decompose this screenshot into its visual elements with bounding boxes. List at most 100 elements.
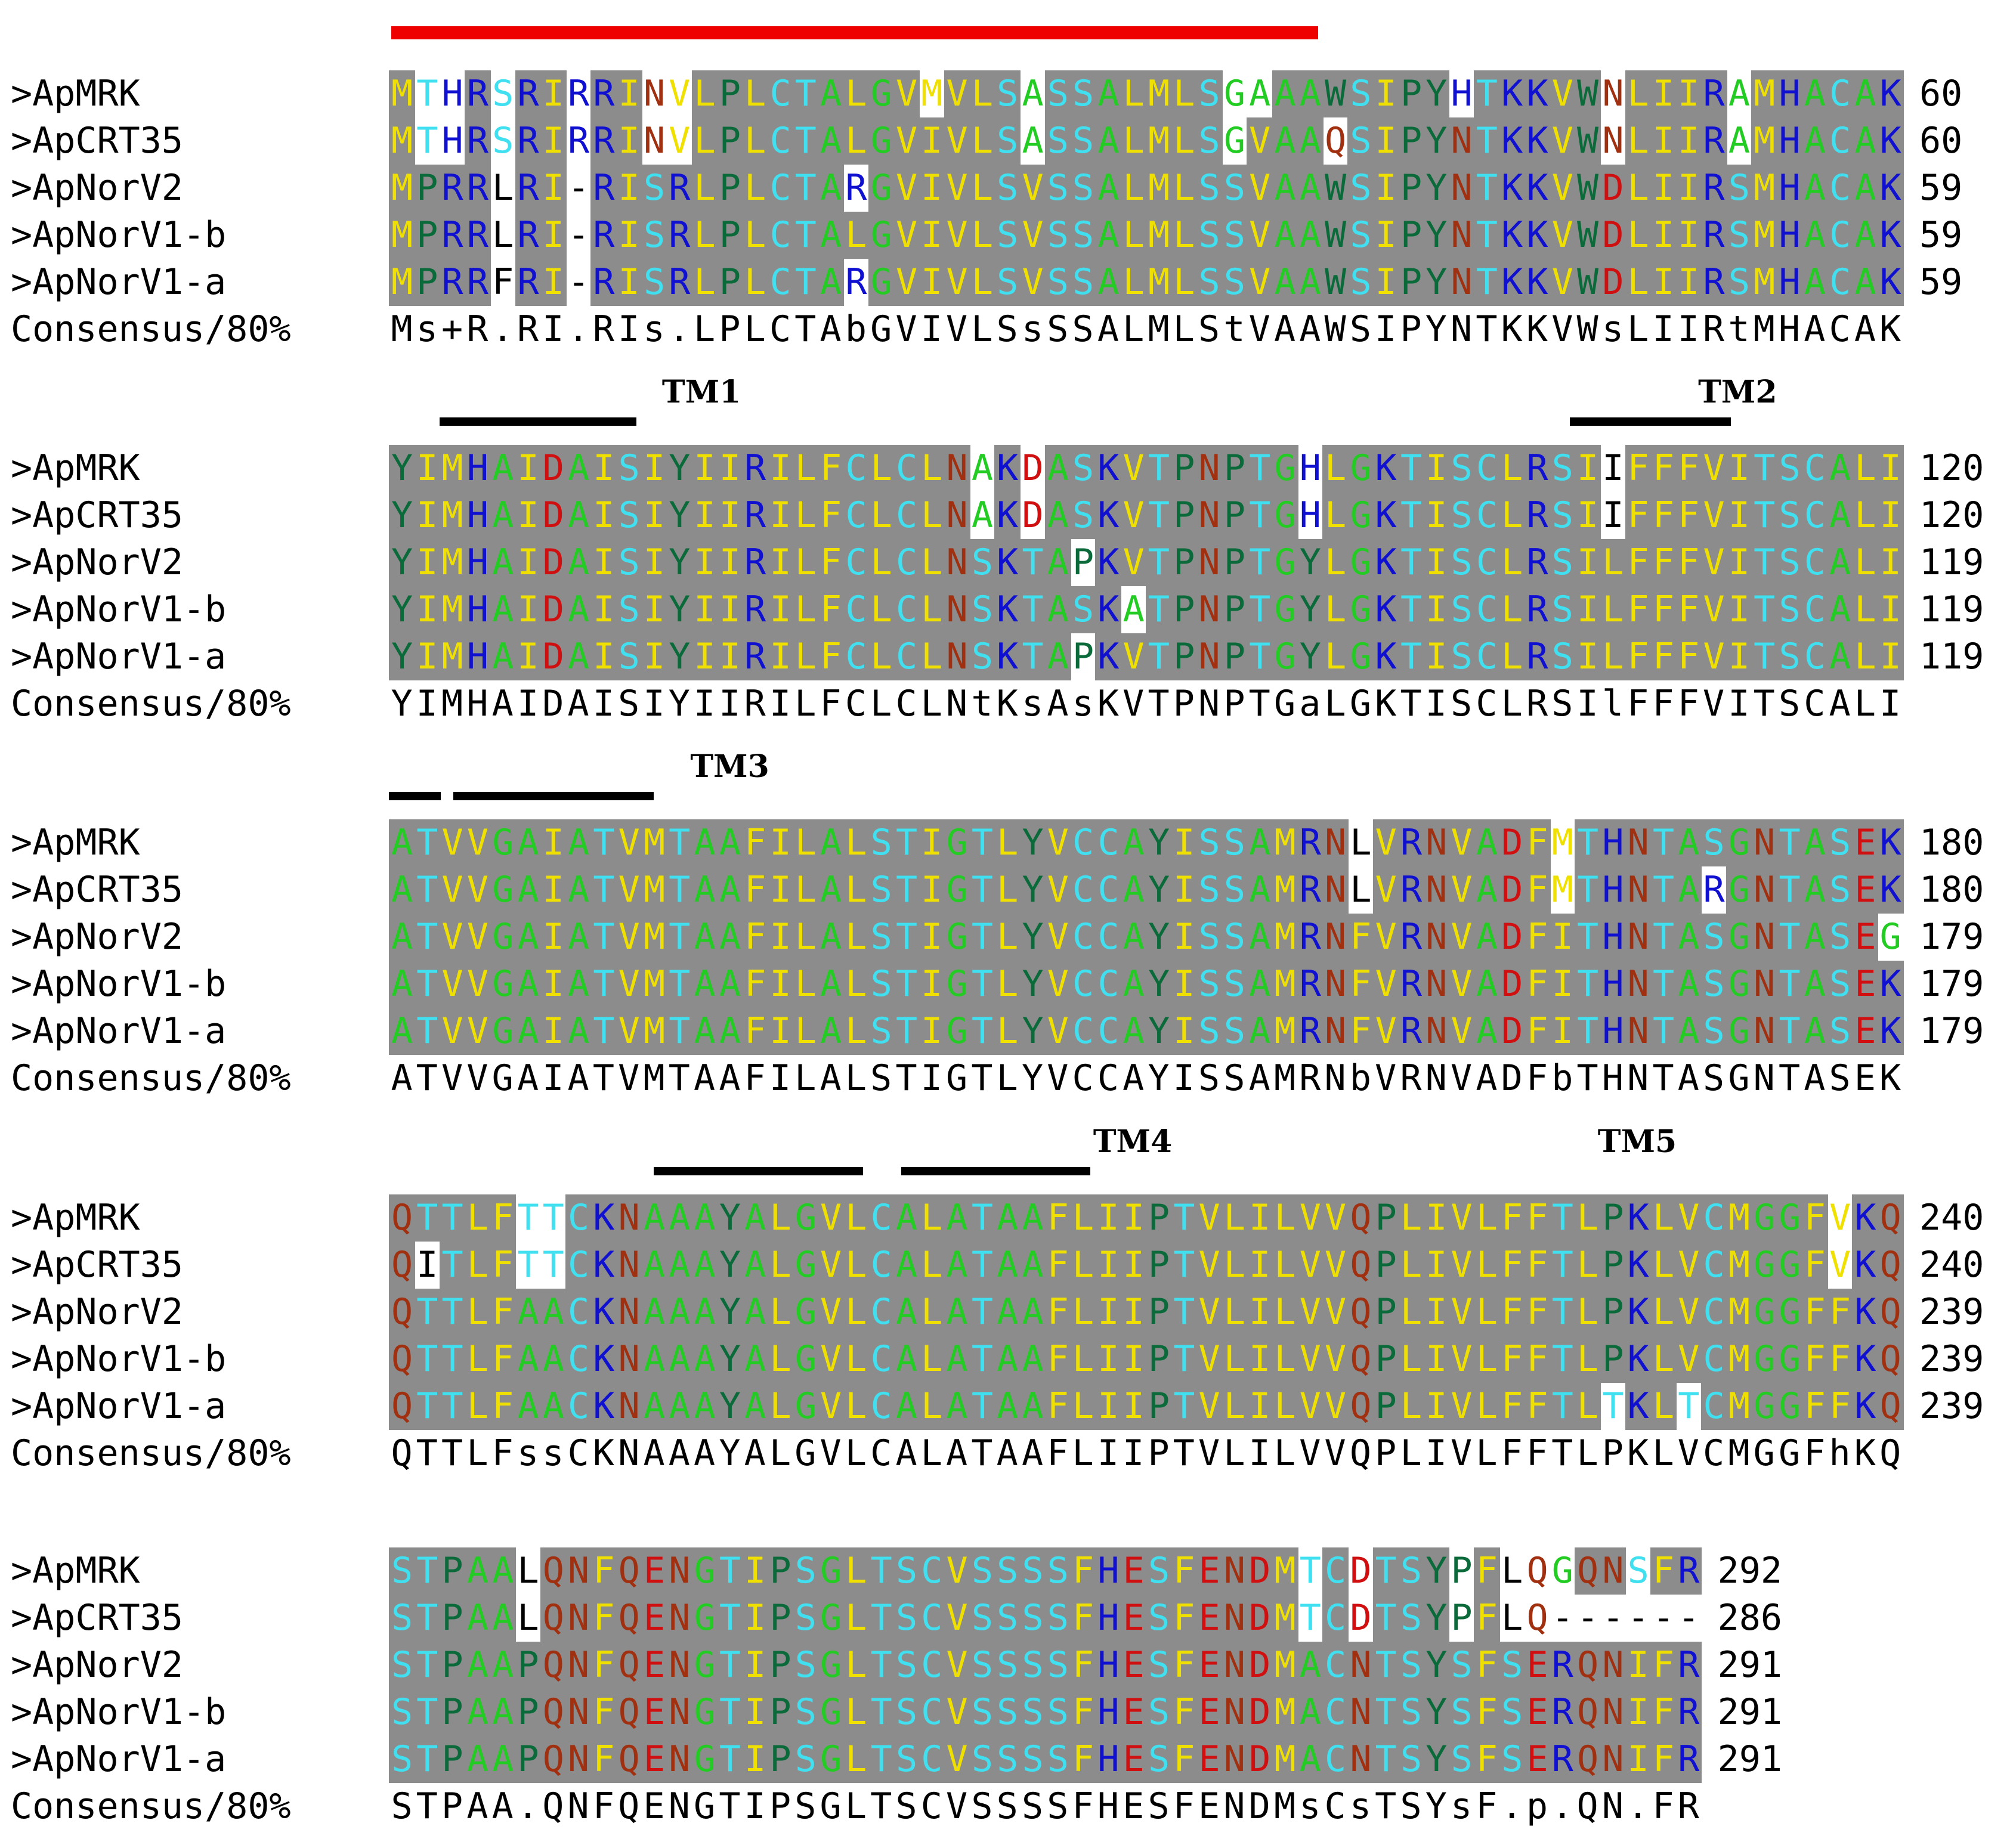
residue: S bbox=[1700, 1008, 1727, 1055]
residue: R bbox=[590, 259, 617, 306]
residue: L bbox=[742, 70, 769, 117]
residue: H bbox=[1776, 70, 1803, 117]
residue: T bbox=[893, 961, 920, 1008]
residue: F bbox=[1347, 1008, 1374, 1055]
residue: S bbox=[1044, 1595, 1071, 1642]
residue: I bbox=[1675, 117, 1702, 165]
residue: K bbox=[1625, 1289, 1652, 1336]
residue: T bbox=[868, 1736, 895, 1783]
sequence-name: >ApNorV1-b bbox=[11, 589, 227, 630]
residue: L bbox=[1600, 586, 1627, 633]
residue: A bbox=[565, 586, 592, 633]
residue: A bbox=[1827, 539, 1854, 586]
residue: T bbox=[1751, 633, 1778, 680]
residue: P bbox=[767, 1642, 794, 1689]
residue: L bbox=[792, 539, 819, 586]
sequence-position: 180 bbox=[1919, 869, 1984, 911]
residue: I bbox=[641, 445, 667, 492]
residue: F bbox=[1171, 1642, 1198, 1689]
residue: L bbox=[792, 492, 819, 539]
residue: I bbox=[742, 1595, 769, 1642]
residue: Q bbox=[616, 1547, 642, 1595]
residue: G bbox=[1347, 445, 1374, 492]
residue: I bbox=[1423, 586, 1450, 633]
residue: T bbox=[893, 914, 920, 961]
residue: G bbox=[868, 165, 895, 212]
consensus-residue: I bbox=[542, 1057, 564, 1099]
residue: A bbox=[1022, 73, 1044, 114]
residue: T bbox=[1602, 1385, 1624, 1427]
residue: Y bbox=[1423, 259, 1450, 306]
residue: V bbox=[1372, 961, 1399, 1008]
residue: F bbox=[490, 1336, 517, 1383]
residue: N bbox=[1625, 819, 1652, 866]
residue: Y bbox=[389, 539, 415, 586]
residue: G bbox=[818, 1547, 845, 1595]
residue: I bbox=[1675, 165, 1702, 212]
residue: T bbox=[1473, 117, 1500, 165]
residue: S bbox=[389, 1547, 415, 1595]
residue: V bbox=[616, 819, 642, 866]
residue: L bbox=[1575, 1289, 1601, 1336]
residue: R bbox=[1398, 819, 1424, 866]
residue: A bbox=[1120, 914, 1147, 961]
residue: K bbox=[1095, 586, 1122, 633]
residue: S bbox=[641, 212, 667, 259]
consensus-residue: D bbox=[1248, 1785, 1270, 1827]
residue: L bbox=[1499, 633, 1526, 680]
residue: R bbox=[1700, 70, 1727, 117]
residue: S bbox=[1398, 1642, 1424, 1689]
residue: I bbox=[1372, 212, 1399, 259]
residue: A bbox=[716, 819, 743, 866]
residue: L bbox=[1575, 1242, 1601, 1289]
residue: M bbox=[1146, 259, 1172, 306]
residue: S bbox=[868, 914, 895, 961]
residue: F bbox=[1499, 1194, 1526, 1242]
consensus-residue: V bbox=[1248, 308, 1270, 350]
residue: A bbox=[742, 1336, 769, 1383]
residue: A bbox=[1801, 259, 1828, 306]
residue: L bbox=[1473, 1336, 1500, 1383]
consensus-label: Consensus/80% bbox=[11, 1785, 291, 1827]
residue: V bbox=[1448, 1336, 1475, 1383]
residue: M bbox=[1272, 866, 1298, 914]
residue: A bbox=[1473, 866, 1500, 914]
tm-bar bbox=[654, 1167, 864, 1175]
residue: G bbox=[868, 70, 895, 117]
residue: M bbox=[439, 633, 466, 680]
residue: L bbox=[919, 492, 945, 539]
residue: I bbox=[1726, 445, 1752, 492]
residue: N bbox=[944, 539, 970, 586]
consensus-residue: R bbox=[1677, 1785, 1699, 1827]
residue: N bbox=[1423, 961, 1450, 1008]
residue: F bbox=[1801, 1289, 1828, 1336]
consensus-residue: K bbox=[1526, 308, 1548, 350]
residue: N bbox=[1625, 961, 1652, 1008]
consensus-residue: T bbox=[719, 1785, 741, 1827]
residue: S bbox=[1549, 492, 1576, 539]
consensus-residue: Y bbox=[719, 1432, 741, 1474]
residue: A bbox=[691, 1383, 718, 1430]
residue: I bbox=[1549, 914, 1576, 961]
sequence-name: >ApNorV1-a bbox=[11, 1010, 227, 1052]
residue: L bbox=[1499, 492, 1526, 539]
residue: T bbox=[542, 1244, 564, 1286]
consensus-residue: A bbox=[567, 1057, 589, 1099]
residue: Y bbox=[1146, 961, 1172, 1008]
consensus-residue: T bbox=[1400, 683, 1422, 725]
consensus-residue: l bbox=[1601, 683, 1624, 725]
consensus-residue: C bbox=[1072, 1057, 1094, 1099]
residue: P bbox=[1171, 633, 1198, 680]
residue: L bbox=[464, 1289, 491, 1336]
residue: A bbox=[994, 1289, 1021, 1336]
residue: P bbox=[1221, 633, 1248, 680]
consensus-residue: G bbox=[694, 1785, 716, 1827]
consensus-residue: S bbox=[1778, 683, 1801, 725]
residue: I bbox=[716, 586, 743, 633]
consensus-residue: P bbox=[719, 308, 741, 350]
residue: R bbox=[515, 117, 542, 165]
residue: Q bbox=[1325, 120, 1347, 162]
residue: F bbox=[1473, 1547, 1500, 1595]
residue: A bbox=[1272, 259, 1298, 306]
residue: Q bbox=[1877, 1194, 1904, 1242]
